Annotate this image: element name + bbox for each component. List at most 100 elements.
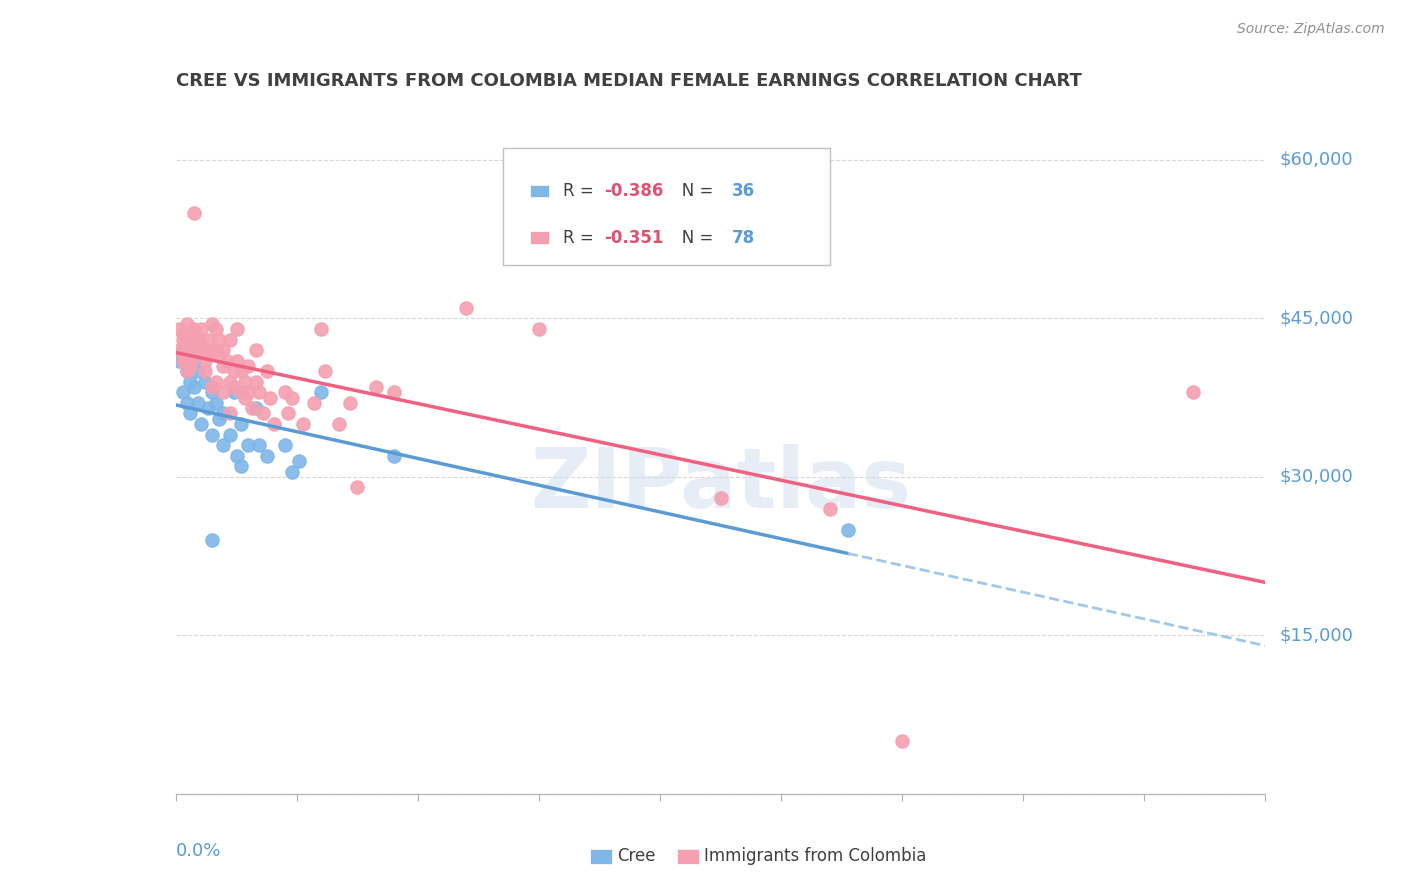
Point xyxy=(247,385,270,400)
Point xyxy=(382,449,405,463)
Point xyxy=(219,427,242,442)
Point xyxy=(179,333,201,347)
Point xyxy=(314,364,336,378)
Point xyxy=(212,407,235,421)
Text: N =: N = xyxy=(666,182,718,200)
FancyBboxPatch shape xyxy=(530,231,550,244)
Point xyxy=(240,401,263,416)
Point xyxy=(201,317,224,331)
Point xyxy=(186,396,209,410)
Point xyxy=(226,449,249,463)
Point xyxy=(226,322,249,336)
Point xyxy=(194,343,217,357)
Point xyxy=(172,327,194,342)
Point xyxy=(837,523,859,537)
Point xyxy=(456,301,478,315)
FancyBboxPatch shape xyxy=(503,148,830,265)
Point xyxy=(219,333,242,347)
Point xyxy=(186,343,209,357)
Text: $30,000: $30,000 xyxy=(1279,468,1353,486)
Point xyxy=(179,407,201,421)
Text: ZIPatlas: ZIPatlas xyxy=(530,444,911,525)
Text: -0.386: -0.386 xyxy=(605,182,664,200)
Point xyxy=(231,385,253,400)
Point xyxy=(172,333,194,347)
Text: 0.0%: 0.0% xyxy=(176,842,221,860)
Point xyxy=(172,385,194,400)
Text: R =: R = xyxy=(562,228,599,246)
Point xyxy=(208,348,231,362)
Text: Immigrants from Colombia: Immigrants from Colombia xyxy=(704,847,927,864)
Point xyxy=(179,359,201,373)
Point xyxy=(204,396,226,410)
Point xyxy=(238,438,260,452)
Point xyxy=(245,375,267,389)
Point xyxy=(194,375,217,389)
Point xyxy=(238,359,260,373)
Point xyxy=(291,417,314,431)
Text: 36: 36 xyxy=(731,182,755,200)
Point xyxy=(302,396,325,410)
Point xyxy=(245,343,267,357)
Point xyxy=(1181,385,1204,400)
Point xyxy=(226,353,249,368)
Point xyxy=(252,407,274,421)
Point xyxy=(176,364,198,378)
FancyBboxPatch shape xyxy=(530,185,550,197)
Point xyxy=(710,491,733,505)
Point xyxy=(169,322,191,336)
Point xyxy=(231,417,253,431)
FancyBboxPatch shape xyxy=(678,849,699,864)
Point xyxy=(183,327,205,342)
Point xyxy=(222,385,245,400)
Point xyxy=(183,353,205,368)
Point xyxy=(231,364,253,378)
Point xyxy=(245,401,267,416)
Text: R =: R = xyxy=(562,182,599,200)
Point xyxy=(201,343,224,357)
Point xyxy=(281,391,304,405)
Point xyxy=(204,375,226,389)
Text: Source: ZipAtlas.com: Source: ZipAtlas.com xyxy=(1237,22,1385,37)
Point xyxy=(197,401,219,416)
Point xyxy=(201,427,224,442)
Point xyxy=(222,380,245,394)
Point xyxy=(215,353,238,368)
Point xyxy=(201,385,224,400)
Point xyxy=(231,459,253,474)
Point xyxy=(186,333,209,347)
FancyBboxPatch shape xyxy=(591,849,612,864)
Point xyxy=(281,465,304,479)
Point xyxy=(309,385,332,400)
Point xyxy=(172,353,194,368)
Point xyxy=(176,364,198,378)
Point xyxy=(169,343,191,357)
Point xyxy=(201,380,224,394)
Point xyxy=(256,449,278,463)
Point xyxy=(179,353,201,368)
Text: $45,000: $45,000 xyxy=(1279,310,1354,327)
Point xyxy=(364,380,387,394)
Point xyxy=(172,343,194,357)
Point xyxy=(190,322,212,336)
Point xyxy=(186,364,209,378)
Point xyxy=(190,417,212,431)
Point xyxy=(219,375,242,389)
Point xyxy=(212,438,235,452)
Point xyxy=(179,375,201,389)
Text: N =: N = xyxy=(666,228,718,246)
Text: 78: 78 xyxy=(731,228,755,246)
Point xyxy=(197,333,219,347)
Text: CREE VS IMMIGRANTS FROM COLOMBIA MEDIAN FEMALE EARNINGS CORRELATION CHART: CREE VS IMMIGRANTS FROM COLOMBIA MEDIAN … xyxy=(176,72,1081,90)
Point xyxy=(818,501,841,516)
Point xyxy=(176,353,198,368)
Point xyxy=(328,417,350,431)
Point xyxy=(277,407,299,421)
Point xyxy=(190,338,212,352)
Point xyxy=(194,364,217,378)
Point xyxy=(176,396,198,410)
Point xyxy=(233,375,256,389)
Point xyxy=(212,343,235,357)
Point xyxy=(176,338,198,352)
Point xyxy=(183,380,205,394)
